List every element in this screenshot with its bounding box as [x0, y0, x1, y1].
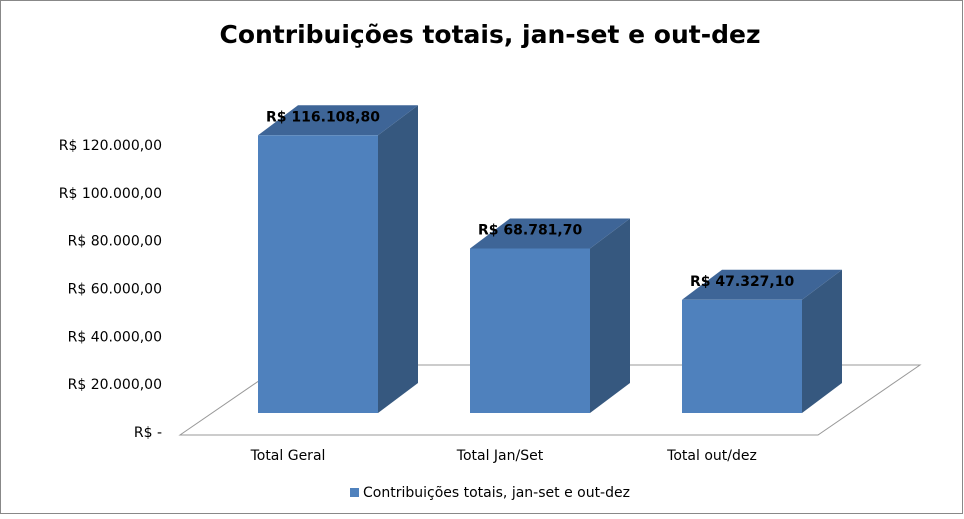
x-tick-label: Total out/dez	[666, 448, 757, 464]
data-label: R$ 116.108,80	[266, 109, 380, 125]
y-tick-label: R$ -	[134, 425, 162, 441]
x-tick-label: Total Geral	[250, 448, 326, 464]
y-tick-label: R$ 100.000,00	[59, 186, 162, 202]
chart-title: Contribuições totais, jan-set e out-dez	[219, 20, 760, 49]
y-tick-label: R$ 60.000,00	[68, 282, 162, 298]
bar-top	[682, 269, 842, 300]
bar-side	[378, 105, 418, 413]
bar-side	[802, 269, 842, 413]
data-label: R$ 47.327,10	[690, 274, 794, 290]
y-tick-label: R$ 40.000,00	[68, 329, 162, 345]
bar	[470, 248, 590, 413]
legend-swatch	[350, 488, 359, 497]
bar	[258, 135, 378, 413]
y-tick-label: R$ 20.000,00	[68, 377, 162, 393]
floor	[178, 364, 922, 436]
bar-top	[258, 105, 418, 136]
y-tick-label: R$ 80.000,00	[68, 234, 162, 250]
data-label: R$ 68.781,70	[478, 222, 582, 238]
bar	[682, 299, 802, 413]
y-tick-label: R$ 120.000,00	[59, 138, 162, 154]
x-tick-label: Total Jan/Set	[456, 448, 544, 464]
bar-side	[590, 218, 630, 413]
legend-label: Contribuições totais, jan-set e out-dez	[363, 485, 630, 501]
bar-top	[470, 218, 630, 249]
